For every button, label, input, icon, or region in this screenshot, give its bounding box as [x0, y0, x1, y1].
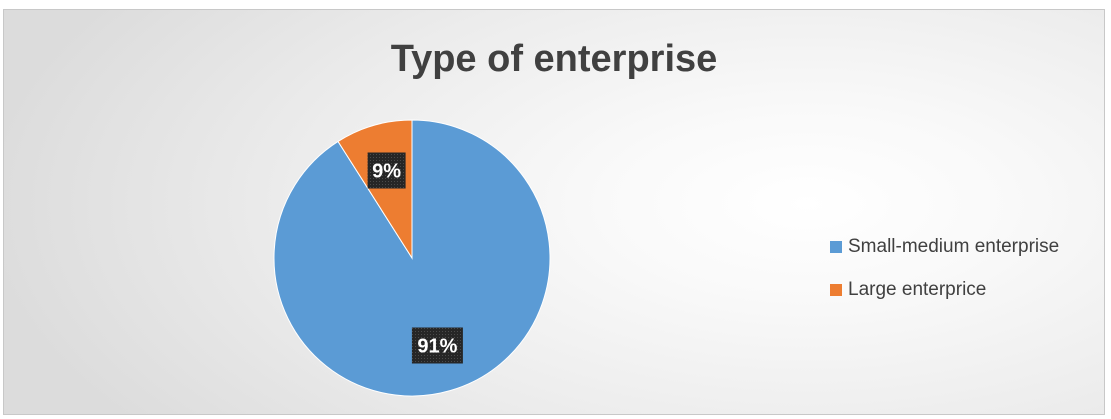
data-label-text-large: 9%	[372, 161, 401, 183]
pie-chart: 91% 9%	[273, 119, 551, 397]
pie-slice-small-medium	[273, 119, 551, 397]
data-label-large: 9%	[367, 152, 406, 189]
legend-item-small-medium: Small-medium enterprise	[830, 232, 1059, 262]
legend-label-large: Large enterprice	[848, 279, 987, 300]
data-label-small-medium: 91%	[411, 327, 463, 364]
legend-item-large: Large enterprice	[830, 275, 1059, 305]
legend-label-small-medium: Small-medium enterprise	[848, 236, 1060, 257]
legend-swatch-large	[830, 284, 842, 296]
data-label-box-small-medium	[411, 327, 463, 364]
chart-area: Type of enterprise 91% 9% Small-medium en…	[3, 9, 1105, 415]
data-label-box-large	[367, 152, 406, 189]
chart-title: Type of enterprise	[390, 38, 718, 80]
data-label-text-small-medium: 91%	[417, 336, 457, 358]
legend-swatch-small-medium	[830, 241, 842, 253]
legend: Small-medium enterprise Large enterprice	[830, 232, 1059, 318]
